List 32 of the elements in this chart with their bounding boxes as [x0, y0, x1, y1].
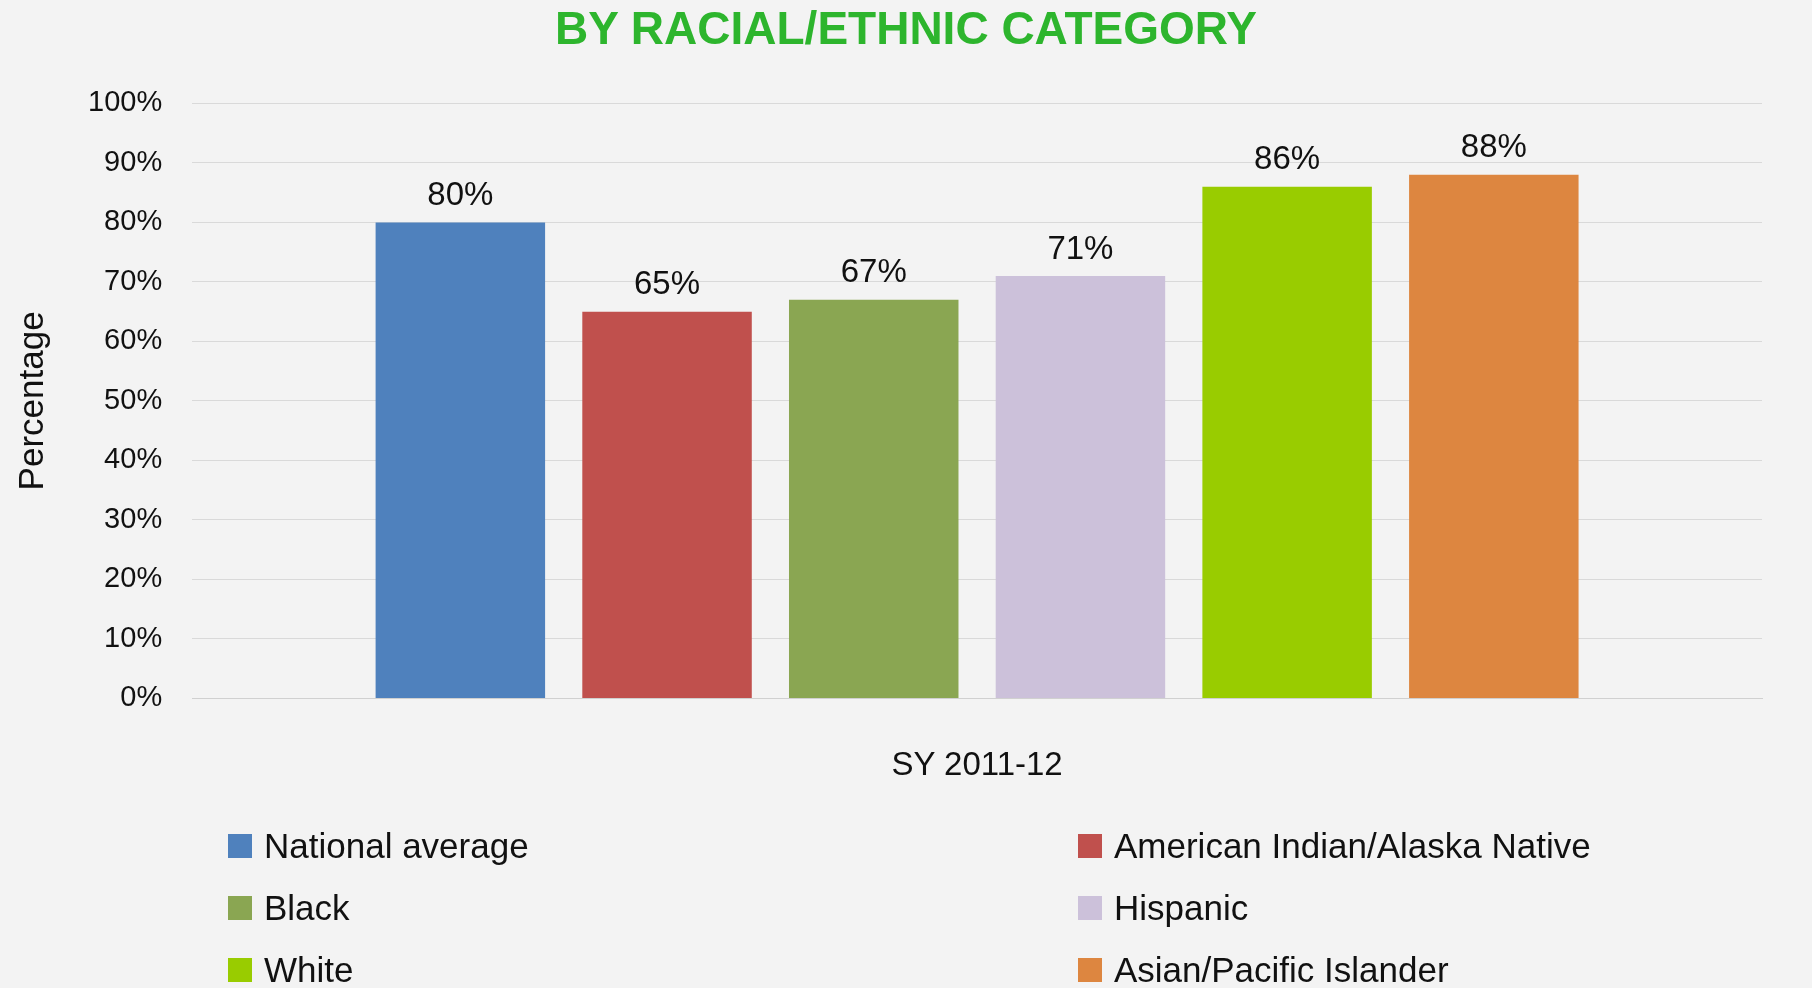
bar: [995, 275, 1166, 698]
legend-label: American Indian/Alaska Native: [1114, 826, 1591, 866]
y-tick-label: 30%: [104, 501, 163, 534]
data-label: 65%: [634, 264, 701, 302]
data-label: 88%: [1460, 127, 1527, 165]
bar: [582, 311, 752, 698]
y-tick-label: 90%: [104, 144, 163, 177]
x-tick-label: SY 2011-12: [891, 745, 1063, 783]
y-axis-title: Percentage: [10, 311, 50, 491]
chart-title: BY RACIAL/ETHNIC CATEGORY: [554, 1, 1258, 56]
y-tick-label: 0%: [120, 680, 163, 713]
data-label: 71%: [1047, 228, 1114, 266]
legend-label: Asian/Pacific Islander: [1114, 950, 1449, 988]
y-tick-label: 70%: [104, 263, 163, 296]
y-tick-label: 60%: [104, 323, 163, 356]
legend-label: Black: [264, 888, 350, 928]
y-tick-label: 50%: [104, 382, 163, 415]
data-label: 86%: [1254, 139, 1321, 177]
legend-label: National average: [264, 826, 529, 866]
legend-label: Hispanic: [1114, 888, 1249, 928]
y-tick-label: 20%: [104, 561, 163, 594]
bar: [788, 299, 959, 698]
y-tick-label: 10%: [104, 620, 163, 653]
bar: [1202, 186, 1372, 698]
data-label: 80%: [427, 174, 494, 212]
bar: [1409, 174, 1579, 698]
legend-label: White: [264, 950, 354, 988]
bar: [375, 222, 546, 698]
data-label: 67%: [840, 252, 907, 290]
y-tick-label: 100%: [88, 85, 163, 118]
y-tick-label: 40%: [104, 442, 163, 475]
y-tick-label: 80%: [104, 204, 163, 237]
